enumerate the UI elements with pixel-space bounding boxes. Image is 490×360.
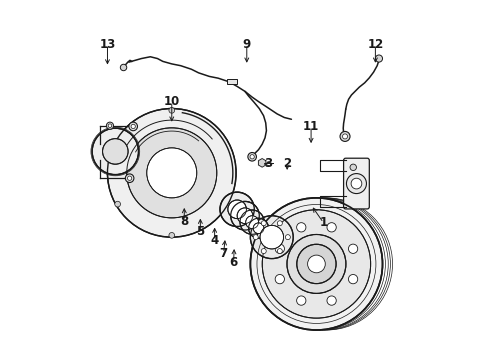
Polygon shape <box>258 158 266 167</box>
Circle shape <box>147 148 197 198</box>
Text: 5: 5 <box>196 225 204 238</box>
Circle shape <box>125 174 134 183</box>
Text: 3: 3 <box>264 157 272 170</box>
Circle shape <box>169 233 174 238</box>
Text: 7: 7 <box>220 247 228 260</box>
Circle shape <box>253 223 264 234</box>
Circle shape <box>350 164 356 171</box>
Circle shape <box>250 198 383 330</box>
Circle shape <box>277 248 282 253</box>
Circle shape <box>102 139 128 164</box>
Circle shape <box>121 64 127 71</box>
Circle shape <box>231 202 259 230</box>
Bar <box>227 78 237 84</box>
Circle shape <box>287 234 346 293</box>
Circle shape <box>107 109 236 237</box>
Circle shape <box>129 122 138 131</box>
Circle shape <box>275 274 285 284</box>
Circle shape <box>250 216 293 258</box>
Circle shape <box>275 244 285 253</box>
Circle shape <box>127 128 217 218</box>
Circle shape <box>245 216 259 229</box>
Text: 1: 1 <box>319 216 328 229</box>
Circle shape <box>237 208 253 224</box>
Text: 9: 9 <box>243 38 251 51</box>
Text: 13: 13 <box>99 38 116 51</box>
Circle shape <box>169 108 174 113</box>
Circle shape <box>220 192 254 226</box>
Circle shape <box>250 155 254 159</box>
Circle shape <box>228 200 246 219</box>
Circle shape <box>348 244 358 253</box>
Circle shape <box>115 201 121 207</box>
Text: 12: 12 <box>368 38 384 51</box>
Circle shape <box>296 296 306 305</box>
FancyBboxPatch shape <box>343 158 369 209</box>
Circle shape <box>296 223 306 232</box>
Circle shape <box>261 221 266 226</box>
Text: 6: 6 <box>229 256 238 269</box>
Text: 10: 10 <box>164 95 180 108</box>
Circle shape <box>308 255 325 273</box>
Circle shape <box>297 244 336 284</box>
Circle shape <box>108 124 112 127</box>
Circle shape <box>253 235 258 240</box>
Circle shape <box>351 178 362 189</box>
Text: 2: 2 <box>283 157 291 170</box>
Circle shape <box>340 131 350 141</box>
Circle shape <box>260 225 284 249</box>
Circle shape <box>277 221 282 226</box>
Circle shape <box>240 210 264 234</box>
Circle shape <box>343 134 347 139</box>
Text: 8: 8 <box>180 215 188 228</box>
Circle shape <box>327 223 336 232</box>
Circle shape <box>127 176 132 180</box>
Circle shape <box>106 122 114 129</box>
Circle shape <box>375 55 383 62</box>
Text: 4: 4 <box>211 234 219 247</box>
Circle shape <box>248 218 269 238</box>
Circle shape <box>327 296 336 305</box>
Circle shape <box>92 128 139 175</box>
Circle shape <box>248 153 256 161</box>
Circle shape <box>262 210 370 318</box>
Circle shape <box>348 274 358 284</box>
Circle shape <box>285 235 291 240</box>
Text: 11: 11 <box>303 120 319 133</box>
Circle shape <box>346 174 367 194</box>
Circle shape <box>261 248 266 253</box>
Circle shape <box>131 124 135 129</box>
